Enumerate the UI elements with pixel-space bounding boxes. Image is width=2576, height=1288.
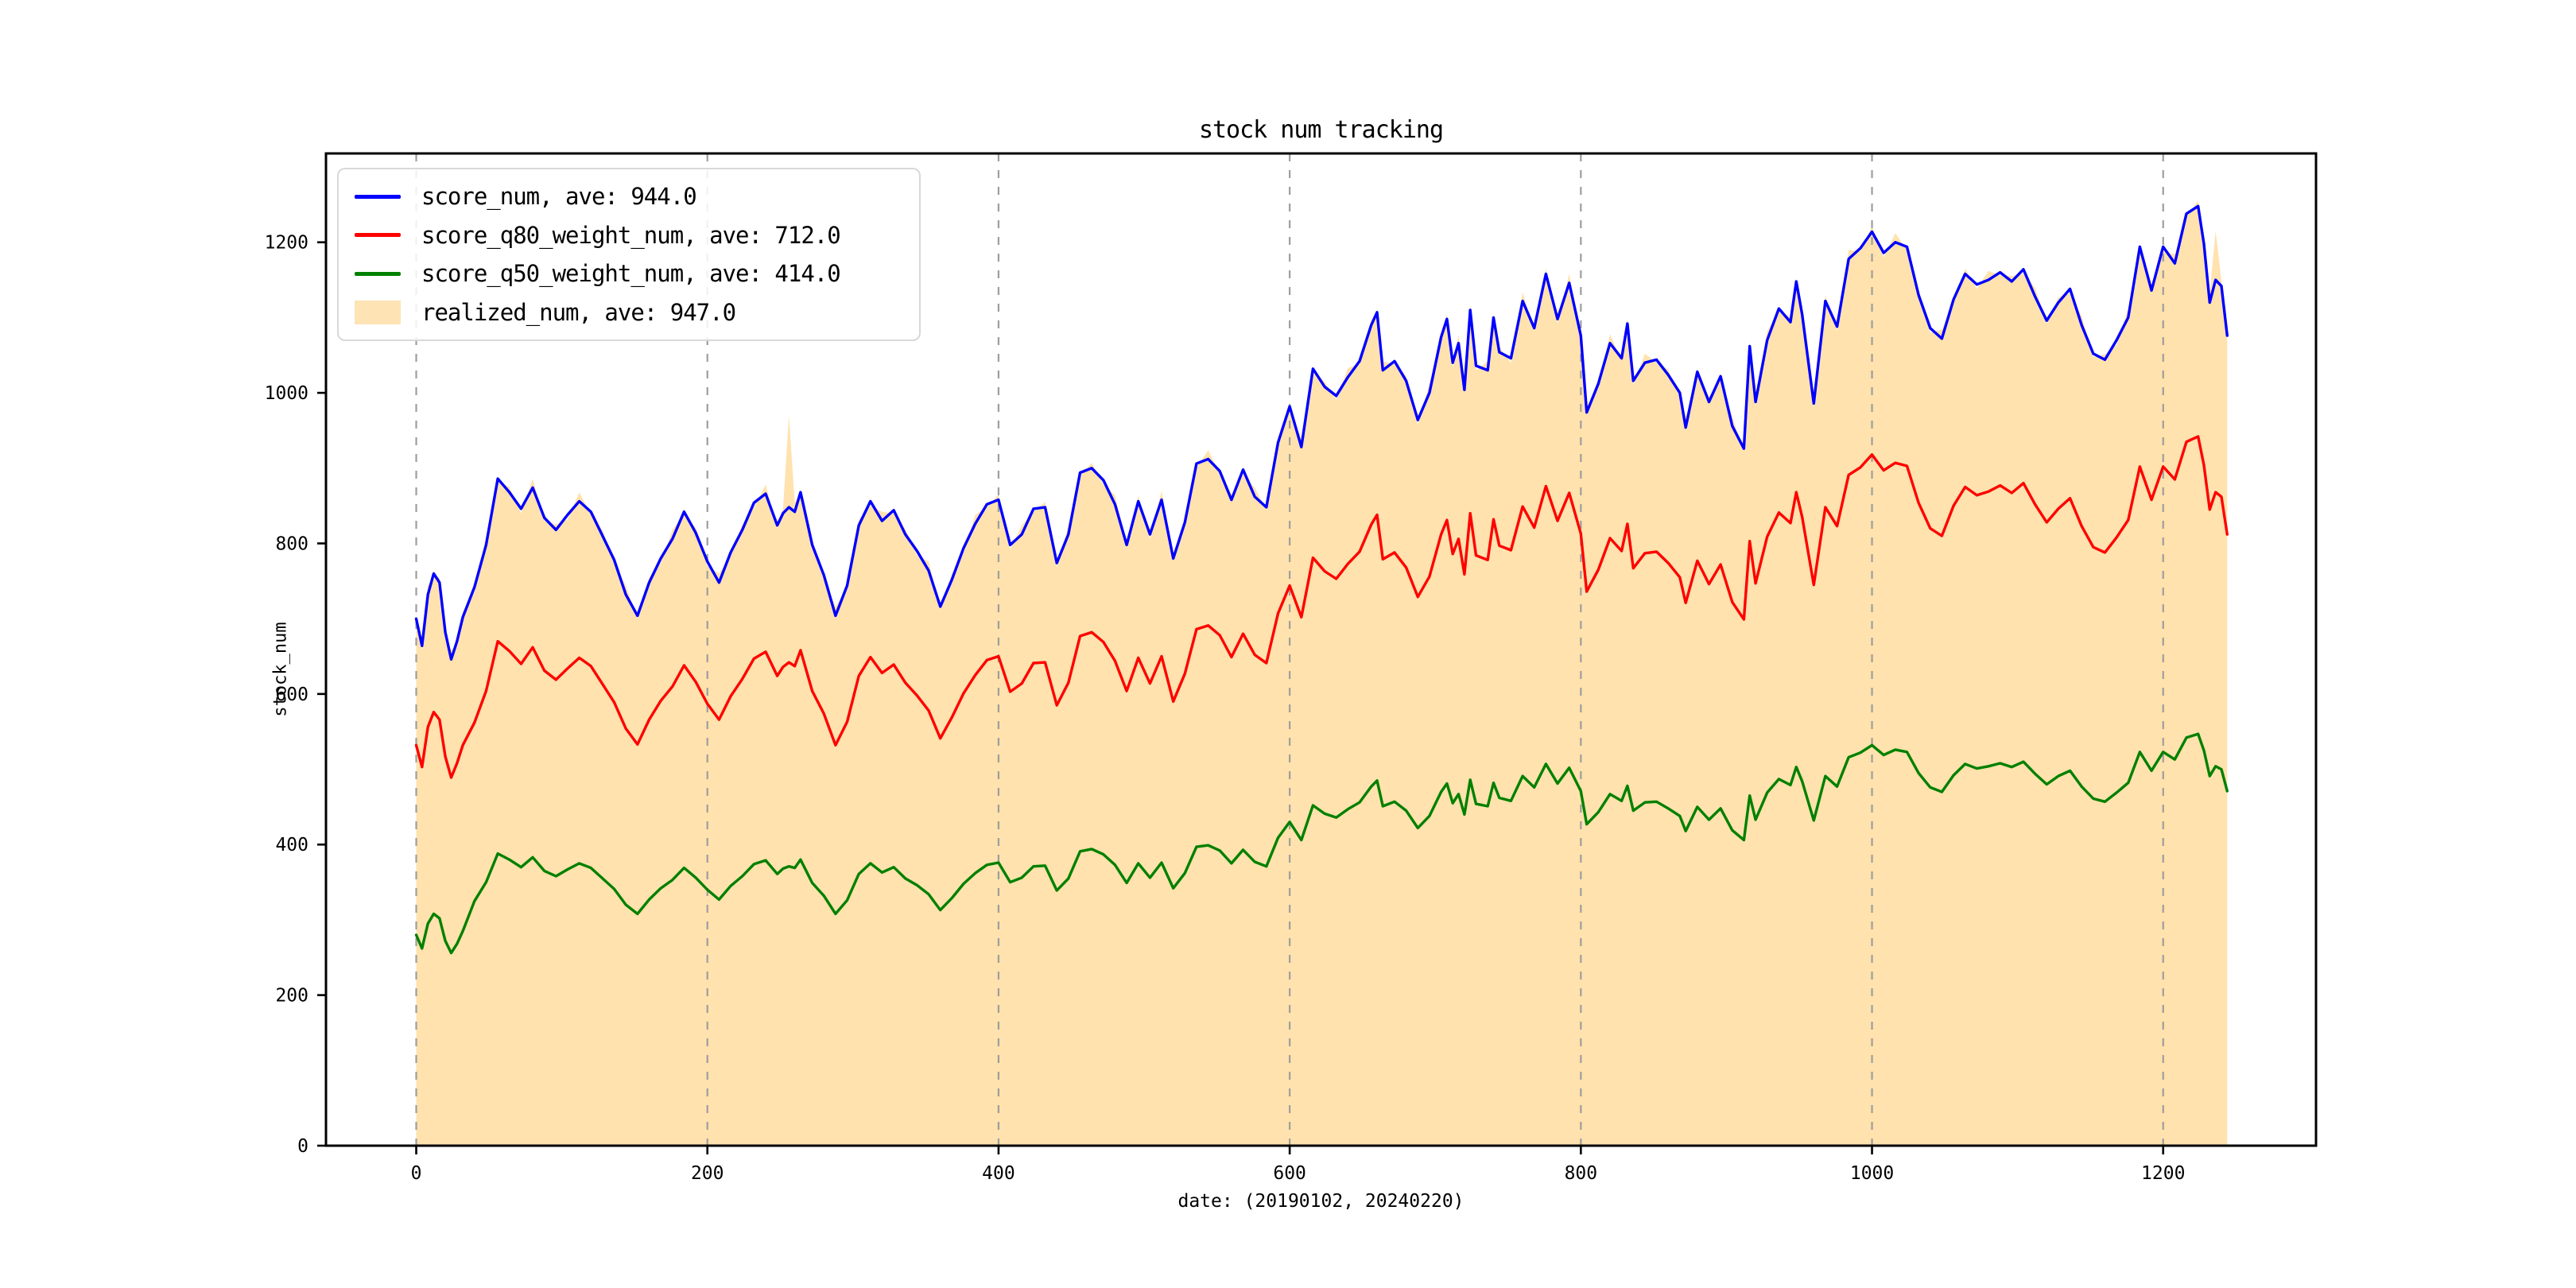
- legend: score_num, ave: 944.0 score_q80_weight_n…: [337, 168, 921, 341]
- legend-label: score_q80_weight_num, ave: 712.0: [421, 221, 841, 249]
- legend-label: realized_num, ave: 947.0: [421, 298, 736, 326]
- x-axis-label: date: (20190102, 20240220): [1177, 1191, 1465, 1212]
- chart-title: stock num tracking: [1198, 116, 1444, 144]
- series-line-score_q50_weight_num: [414, 732, 2229, 955]
- x-tick-label-1000: 1000: [1850, 1163, 1894, 1184]
- x-tick-label-600: 600: [1273, 1163, 1306, 1184]
- x-tick-label-0: 0: [411, 1163, 422, 1184]
- series-line-score_q80_weight_num: [414, 435, 2229, 779]
- legend-item-score-num: score_num, ave: 944.0: [355, 177, 903, 215]
- realized-num-area: [416, 200, 2228, 1146]
- x-tick-label-400: 400: [982, 1163, 1015, 1184]
- legend-item-realized-num: realized_num, ave: 947.0: [355, 293, 903, 332]
- legend-swatch-wrap: [355, 194, 401, 199]
- x-tick-label-200: 200: [691, 1163, 724, 1184]
- series-line-score_num: [414, 204, 2229, 661]
- y-tick-label-0: 0: [297, 1136, 308, 1157]
- legend-patch-swatch-orange: [355, 300, 401, 324]
- legend-label: score_q50_weight_num, ave: 414.0: [421, 260, 841, 288]
- y-tick-label-400: 400: [275, 835, 308, 855]
- legend-item-score-q80-weight-num: score_q80_weight_num, ave: 712.0: [355, 216, 903, 254]
- legend-label: score_num, ave: 944.0: [421, 183, 697, 211]
- y-tick-label-200: 200: [275, 986, 308, 1007]
- x-tick-label-800: 800: [1565, 1163, 1598, 1184]
- y-axis-label-text: stock_num: [270, 622, 291, 717]
- legend-line-swatch-blue: [355, 194, 401, 199]
- y-tick-label-600: 600: [275, 685, 308, 705]
- legend-swatch-wrap: [355, 300, 401, 324]
- legend-swatch-wrap: [355, 233, 401, 238]
- legend-swatch-wrap: [355, 271, 401, 276]
- y-tick-label-800: 800: [275, 533, 308, 554]
- legend-line-swatch-red: [355, 233, 401, 238]
- legend-line-swatch-green: [355, 271, 401, 276]
- x-tick-label-1200: 1200: [2141, 1163, 2185, 1184]
- plot-frame: [324, 152, 2318, 1147]
- legend-item-score-q50-weight-num: score_q50_weight_num, ave: 414.0: [355, 254, 903, 293]
- y-tick-label-1200: 1200: [265, 233, 308, 254]
- y-tick-label-1000: 1000: [265, 383, 308, 404]
